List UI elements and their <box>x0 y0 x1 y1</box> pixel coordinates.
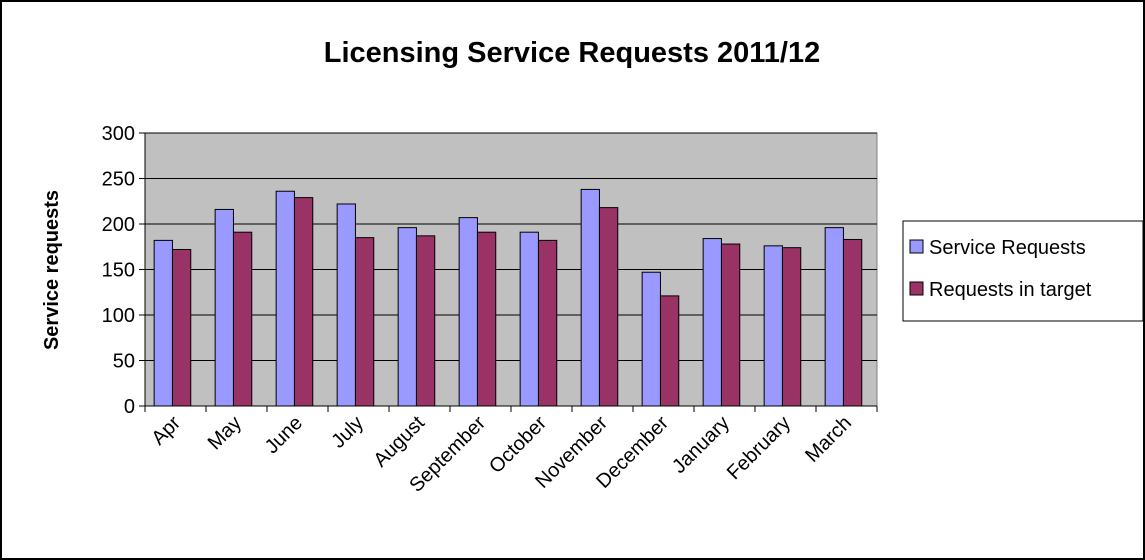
legend-swatch-service-requests <box>909 239 924 254</box>
legend: Service Requests Requests in target <box>902 220 1144 322</box>
bar-service-requests-november <box>580 188 600 407</box>
y-tick-labels: 0 50 100 150 200 250 300 <box>102 123 135 418</box>
bar-service-requests-march <box>824 227 844 407</box>
bar-requests-in-target-march <box>842 238 863 407</box>
bar-service-requests-september <box>458 217 478 407</box>
bar-requests-in-target-september <box>476 231 497 407</box>
legend-swatch-requests-in-target <box>909 281 924 296</box>
legend-label-service-requests: Service Requests <box>929 237 1086 259</box>
bar-requests-in-target-apr <box>171 248 192 407</box>
y-axis-label: Service requests <box>41 190 63 350</box>
bar-service-requests-december <box>641 271 661 407</box>
bar-service-requests-may <box>214 208 234 407</box>
axes <box>139 132 878 412</box>
bar-requests-in-target-october <box>537 239 558 407</box>
y-tick-label: 50 <box>113 351 135 373</box>
chart-title: Licensing Service Requests 2011/12 <box>324 37 821 69</box>
bar-requests-in-target-june <box>293 197 314 407</box>
bar-service-requests-apr <box>153 239 173 407</box>
bar-requests-in-target-august <box>415 235 436 407</box>
y-tick-label: 0 <box>124 396 135 418</box>
bar-service-requests-july <box>336 203 356 407</box>
y-tick-label: 300 <box>102 123 135 145</box>
bar-requests-in-target-november <box>598 207 619 407</box>
bar-requests-in-target-january <box>720 243 741 407</box>
bar-service-requests-january <box>702 238 722 407</box>
bar-service-requests-june <box>275 190 295 407</box>
legend-label-requests-in-target: Requests in target <box>929 279 1092 301</box>
bar-requests-in-target-july <box>354 237 375 407</box>
bar-requests-in-target-may <box>232 231 253 407</box>
y-tick-label: 150 <box>102 260 135 282</box>
y-tick-label: 250 <box>102 169 135 191</box>
bars <box>153 188 863 407</box>
gridlines <box>145 132 877 361</box>
bar-service-requests-october <box>519 231 539 407</box>
bar-service-requests-august <box>397 227 417 407</box>
y-tick-label: 200 <box>102 214 135 236</box>
bar-requests-in-target-february <box>781 247 802 407</box>
bar-requests-in-target-december <box>659 295 680 407</box>
bar-service-requests-february <box>763 245 783 407</box>
y-tick-label: 100 <box>102 305 135 327</box>
legend-box <box>902 220 1144 322</box>
